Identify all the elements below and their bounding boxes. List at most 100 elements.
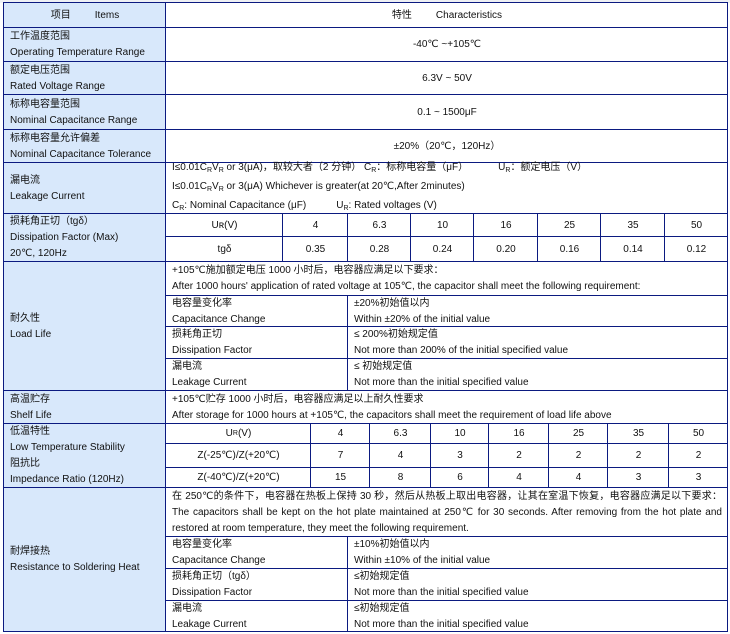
lt-z40-cell: 15 [310,467,370,488]
intro-en: After 1000 hours' application of rated v… [172,281,641,292]
load-life-item: 电容量变化率 Capacitance Change [165,295,348,327]
value-cap-range: 0.1 ~ 1500μF [165,94,728,130]
text-zh: ≤ 200%初始规定值 [354,329,438,340]
text-en: Capacitance Change [172,313,266,325]
label-zh: 低温特性 [10,426,50,437]
label-soldering: 耐焊接热 Resistance to Soldering Heat [3,487,166,632]
shelf-zh: +105℃贮存 1000 小时后，电容器应满足以上耐久性要求 [172,393,424,405]
label-op-temp: 工作温度范围 Operating Temperature Range [3,27,166,62]
label-en: Dissipation Factor (Max) [10,232,119,243]
df-voltage-cell: 4 [282,213,348,237]
label-zh: 标称电容量允许偏差 [10,132,100,144]
lt-z40-label: Z(-40℃)/Z(+20℃) [165,467,311,488]
lt-ur-label: U R (V) [165,423,311,444]
soldering-requirement: ≤初始规定值 Not more than the initial specifie… [347,600,728,632]
df-voltage-cell: 10 [410,213,474,237]
header-items-zh: 项目 [50,9,71,21]
text-zh: 电容量变化率 [172,538,232,550]
lt-z25-cell: 2 [488,443,549,468]
label-low-temp: 低温特性 Low Temperature Stability 阻抗比 Impedanc… [3,423,166,488]
text-en: Not more than 200% of the initial specif… [354,345,569,356]
label-en: Low Temperature Stability [10,442,125,453]
lt-z25-cell: 2 [668,443,728,468]
text-fragment: V [212,181,219,192]
value-leakage: I≤0.01CRVR or 3(μA)，取较大者（2 分钟） CR：标称电容量（… [165,162,728,214]
text-fragment: or 3(μA) Whichever is greater(at 20℃,Aft… [223,181,465,192]
load-life-requirement: ≤ 200%初始规定值 Not more than 200% of the ini… [347,326,728,359]
label-en: Leakage Current [10,190,85,202]
text-en: Within ±20% of the initial value [354,313,491,325]
lt-voltages-cell: 25 [548,423,608,444]
lt-z25-cell: 2 [607,443,669,468]
df-tgd-cell: 0.14 [600,236,665,262]
df-tgd-cell: 0.16 [537,236,601,262]
shelf-en: After storage for 1000 hours at +105℃, t… [172,409,612,421]
text-fragment: ：标称电容量（μF） [376,162,469,173]
label-en: Nominal Capacitance Tolerance [10,148,152,160]
text-fragment: U [336,200,344,211]
label-en: Operating Temperature Range [10,47,145,58]
lt-z25-cell: 3 [430,443,489,468]
text-zh: ≤初始规定值 [354,570,410,582]
label-shelf-life: 高温贮存 Shelf Life [3,390,166,424]
df-tgd-cell: 0.20 [473,236,538,262]
text-fragment: : Rated voltages (V) [348,200,437,211]
soldering-requirement: ≤初始规定值 Not more than the initial specifie… [347,568,728,600]
lt-voltages-cell: 6.3 [369,423,431,444]
text-en: Capacitance Change [172,554,266,566]
text-fragment: R [343,205,349,212]
value-shelf-life: +105℃贮存 1000 小时后，电容器应满足以上耐久性要求 After stor… [165,390,728,424]
load-life-intro: +105℃施加额定电压 1000 小时后，电容器应满足以下要求： After 10… [165,261,728,296]
label-leakage: 漏电流 Leakage Current [3,162,166,214]
header-char-zh: 特性 [391,9,412,21]
intro-zh: +105℃施加额定电压 1000 小时后，电容器应满足以下要求： [172,265,444,276]
text-fragment: R [218,186,224,193]
header-char-en: Characteristics [435,9,503,21]
value-tolerance: ±20%（20℃，120Hz） [165,129,728,163]
lt-voltages-cell: 50 [668,423,728,444]
text-fragment: R [505,167,511,174]
df-tgd-cell: 0.28 [347,236,411,262]
header-items: 项目 Items [3,2,166,28]
text-zh: 损耗角正切 [172,329,222,340]
lt-voltages-cell: 4 [310,423,370,444]
text-en: Not more than the initial specified valu… [354,377,529,388]
text-fragment: R [179,205,185,212]
top-bar [0,0,730,3]
text-fragment: I≤0.01C [172,162,207,173]
label-zh: 额定电压范围 [10,64,70,76]
df-tgd-cell: 0.24 [410,236,474,262]
df-voltage-cell: 25 [537,213,601,237]
text-fragment: I≤0.01C [172,181,207,192]
lt-z40-cell: 8 [369,467,431,488]
df-tgd-cell: 0.12 [664,236,728,262]
text-fragment: : Nominal Capacitance (μF) [184,200,307,211]
text-en: Not more than the initial specified valu… [354,586,529,598]
label-en: Rated Voltage Range [10,80,106,92]
text-fragment: R [371,167,377,174]
label-en: Nominal Capacitance Range [10,114,138,126]
df-tgd-cell: 0.35 [282,236,348,262]
lt-z40-cell: 3 [668,467,728,488]
text-fragment: R [206,167,213,174]
label-en-2: Impedance Ratio (120Hz) [10,474,124,485]
text-en: Leakage Current [172,618,247,630]
text-en: Not more than the initial specified valu… [354,618,529,630]
df-ur-label: Uʀ(V) [165,213,283,237]
text-en: Dissipation Factor [172,345,253,356]
lt-z40-cell: 4 [488,467,549,488]
text-fragment: R [206,186,213,193]
label-zh: 漏电流 [10,174,40,186]
header-items-en: Items [94,9,120,21]
text-zh: ±10%初始值以内 [354,538,430,550]
lt-voltages-cell: 10 [430,423,489,444]
text-en: Within ±10% of the initial value [354,554,491,566]
lt-z40-cell: 4 [548,467,608,488]
df-voltage-cell: 50 [664,213,728,237]
text-fragment: U [225,428,233,439]
label-zh: 耐久性 [10,312,40,324]
text-fragment: C [172,200,180,211]
label-zh: 高温贮存 [10,393,50,405]
soldering-item: 电容量变化率 Capacitance Change [165,536,348,568]
text-zh: ≤ 初始规定值 [354,361,413,372]
